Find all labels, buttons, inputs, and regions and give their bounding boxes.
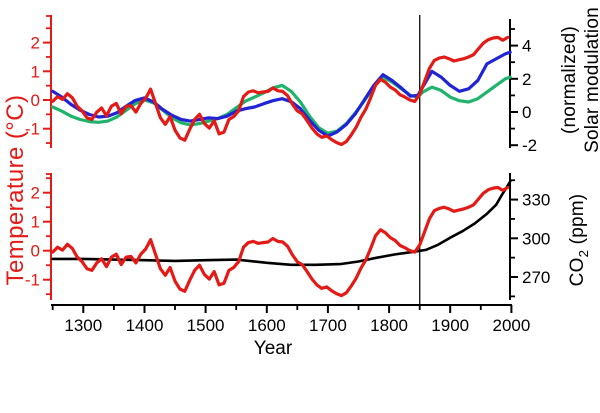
solar-modulation-axis-title: (normalized) Solar modulation <box>558 7 600 153</box>
top-left-tick-label: -1 <box>25 120 40 139</box>
co2-axis-title-units: (ppm) <box>567 193 589 250</box>
x-tick-label: 2000 <box>492 316 530 335</box>
co2-axis-title-text: CO <box>567 257 589 287</box>
bottom-temperature-reconstruction-line <box>51 185 510 298</box>
top-right-tick-label: -2 <box>522 136 537 155</box>
bottom-left-tick-label: 1 <box>31 213 40 232</box>
x-tick-label: 1700 <box>309 316 347 335</box>
x-axis-title: Year <box>253 338 293 359</box>
bottom-right-tick-label: 330 <box>522 191 550 210</box>
x-tick-label: 1500 <box>187 316 225 335</box>
x-tick-label: 1800 <box>370 316 408 335</box>
top-solar-modulation-green-line <box>51 75 512 135</box>
x-tick-label: 1600 <box>248 316 286 335</box>
bottom-right-tick-label: 300 <box>522 229 550 248</box>
top-right-tick-label: 2 <box>522 70 531 89</box>
top-left-tick-label: 1 <box>31 62 40 81</box>
bottom-co2-concentration-line <box>51 180 512 267</box>
top-left-tick-label: 2 <box>31 34 40 53</box>
bottom-left-tick-label: 2 <box>31 184 40 203</box>
temperature-axis-title: Temperature (°C) <box>2 94 29 286</box>
top-right-tick-label: 4 <box>522 37 531 56</box>
solar-axis-title-line1: Solar modulation <box>582 7 600 153</box>
top-left-tick-label: 0 <box>31 91 40 110</box>
x-tick-label: 1900 <box>431 316 469 335</box>
top-temperature-reconstruction-line <box>51 35 510 147</box>
co2-axis-title: CO2 (ppm) <box>567 194 591 287</box>
x-tick-label: 1400 <box>126 316 164 335</box>
x-tick-label: 1300 <box>64 316 102 335</box>
co2-axis-title-subscript: 2 <box>575 249 591 258</box>
top-right-tick-label: 0 <box>522 103 531 122</box>
top-solar-modulation-blue-line <box>51 50 512 138</box>
bottom-left-tick-label: 0 <box>31 242 40 261</box>
bottom-right-tick-label: 270 <box>522 268 550 287</box>
bottom-left-tick-label: -1 <box>25 271 40 290</box>
solar-axis-title-line2: (normalized) <box>559 26 580 135</box>
